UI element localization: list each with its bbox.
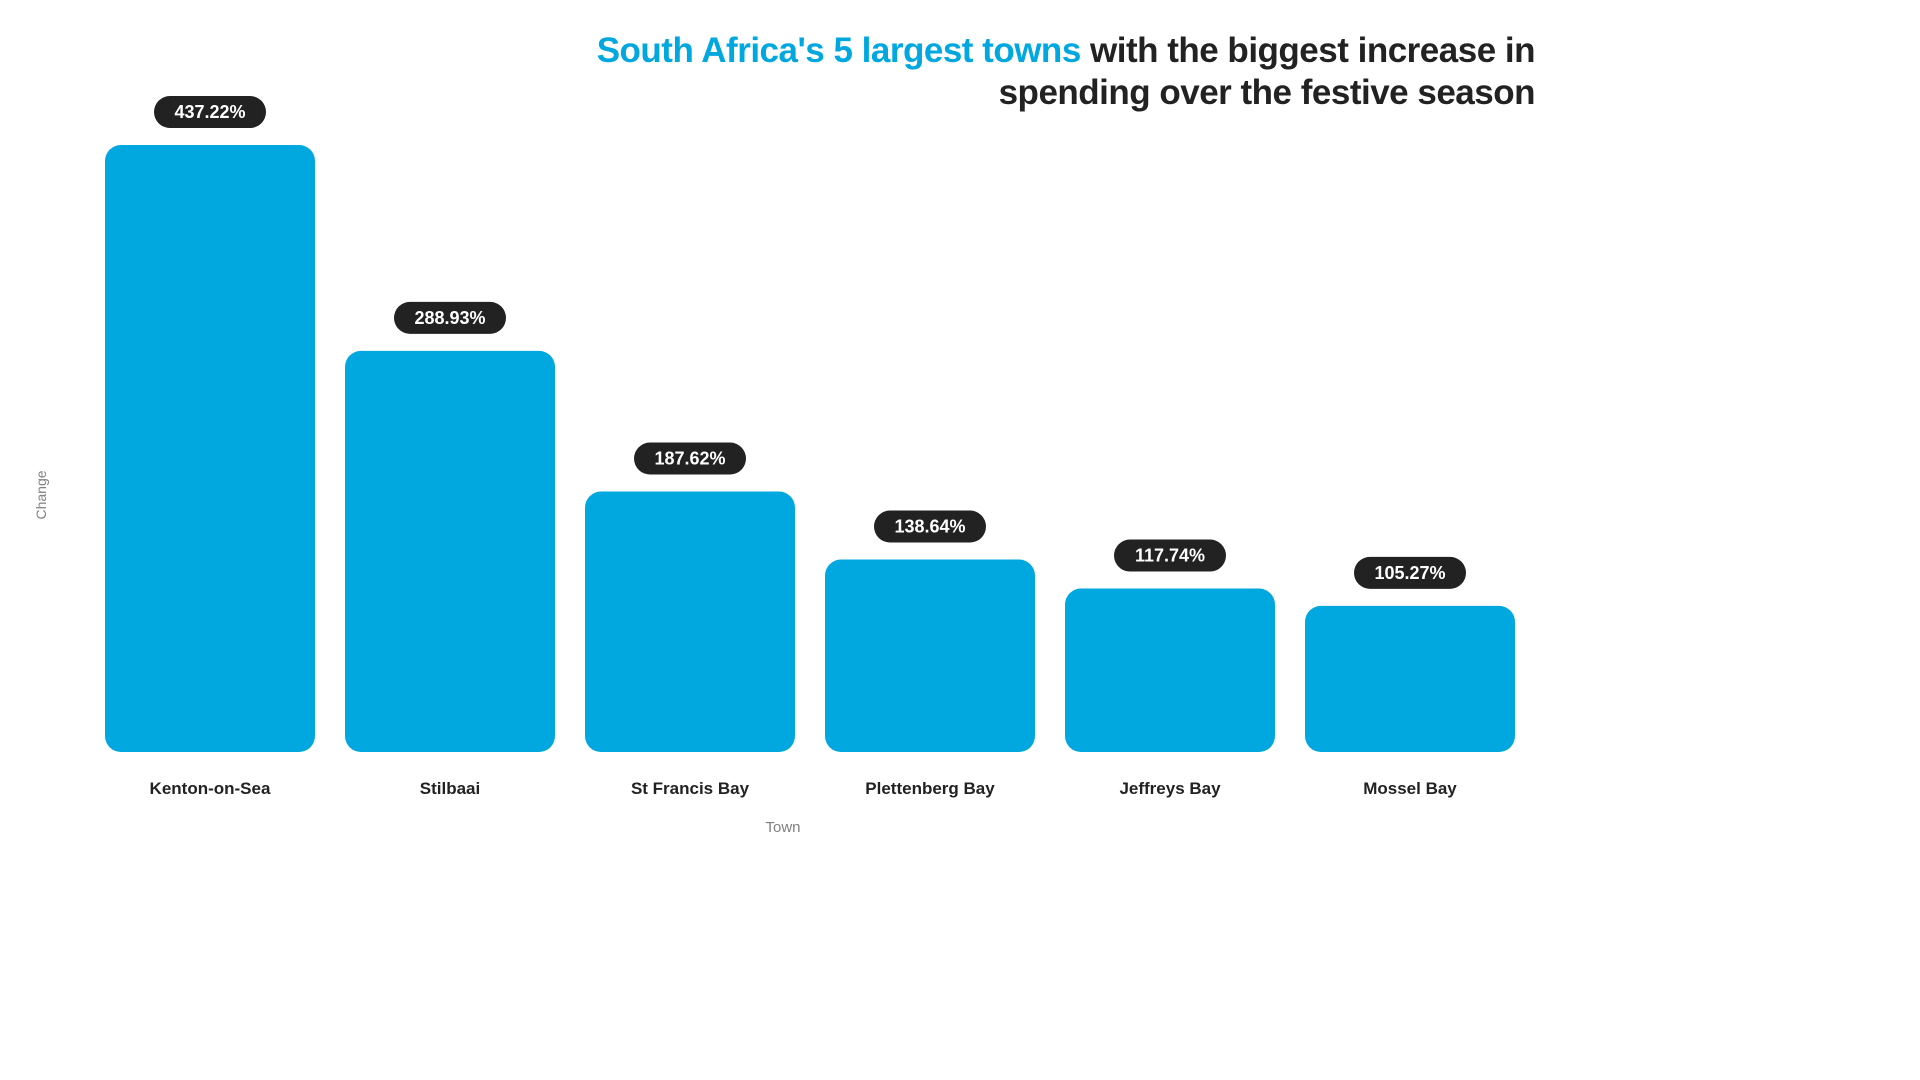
x-axis-title: Town — [765, 819, 800, 836]
bar-plettenberg-bay — [825, 559, 1035, 752]
data-label-background — [1114, 539, 1226, 572]
data-label: 288.93% — [394, 301, 506, 334]
data-label-text: 288.93% — [414, 308, 485, 328]
data-label-background — [154, 96, 266, 128]
x-tick-label: Plettenberg Bay — [865, 779, 995, 798]
data-label-text: 187.62% — [654, 449, 725, 469]
data-label-text: 138.64% — [894, 517, 965, 537]
bar-mossel-bay — [1305, 605, 1515, 752]
x-tick-label: Kenton-on-Sea — [150, 779, 271, 798]
bar-stilbaai — [345, 350, 555, 752]
bars — [105, 145, 1515, 752]
data-label-text: 437.22% — [174, 102, 245, 122]
bar-chart: 437.22% 288.93% 187.62% 138.64% 117.74% 105.2… — [33, 96, 1515, 836]
data-label: 187.62% — [634, 442, 746, 475]
data-label-background — [394, 301, 506, 334]
x-tick-label: Jeffreys Bay — [1119, 779, 1221, 798]
data-label-text: 105.27% — [1374, 563, 1445, 583]
data-label: 437.22% — [154, 96, 266, 128]
chart-title: South Africa's 5 largest towns with the … — [535, 30, 1536, 114]
x-tick-label: St Francis Bay — [631, 779, 750, 798]
data-labels: 437.22% 288.93% 187.62% 138.64% 117.74% 105.2… — [154, 96, 1466, 589]
bar-st-francis-bay — [585, 491, 795, 752]
data-label-background — [1354, 556, 1466, 589]
chart-title-rest: with the biggest increase in spending ov… — [998, 31, 1536, 112]
x-tick-label: Mossel Bay — [1363, 779, 1457, 798]
chart-title-highlight: South Africa's 5 largest towns — [596, 31, 1082, 70]
bar-jeffreys-bay — [1065, 588, 1275, 752]
bar-kenton-on-sea — [105, 145, 315, 752]
y-axis-title: Change — [33, 470, 49, 519]
data-label-text: 117.74% — [1135, 546, 1205, 566]
data-label: 117.74% — [1114, 539, 1226, 572]
data-label: 105.27% — [1354, 556, 1466, 589]
x-tick-labels: Kenton-on-Sea Stilbaai St Francis Bay Plett… — [150, 779, 1458, 798]
x-tick-label: Stilbaai — [420, 779, 480, 798]
data-label-background — [874, 510, 986, 543]
data-label: 138.64% — [874, 510, 986, 543]
data-label-background — [634, 442, 746, 475]
